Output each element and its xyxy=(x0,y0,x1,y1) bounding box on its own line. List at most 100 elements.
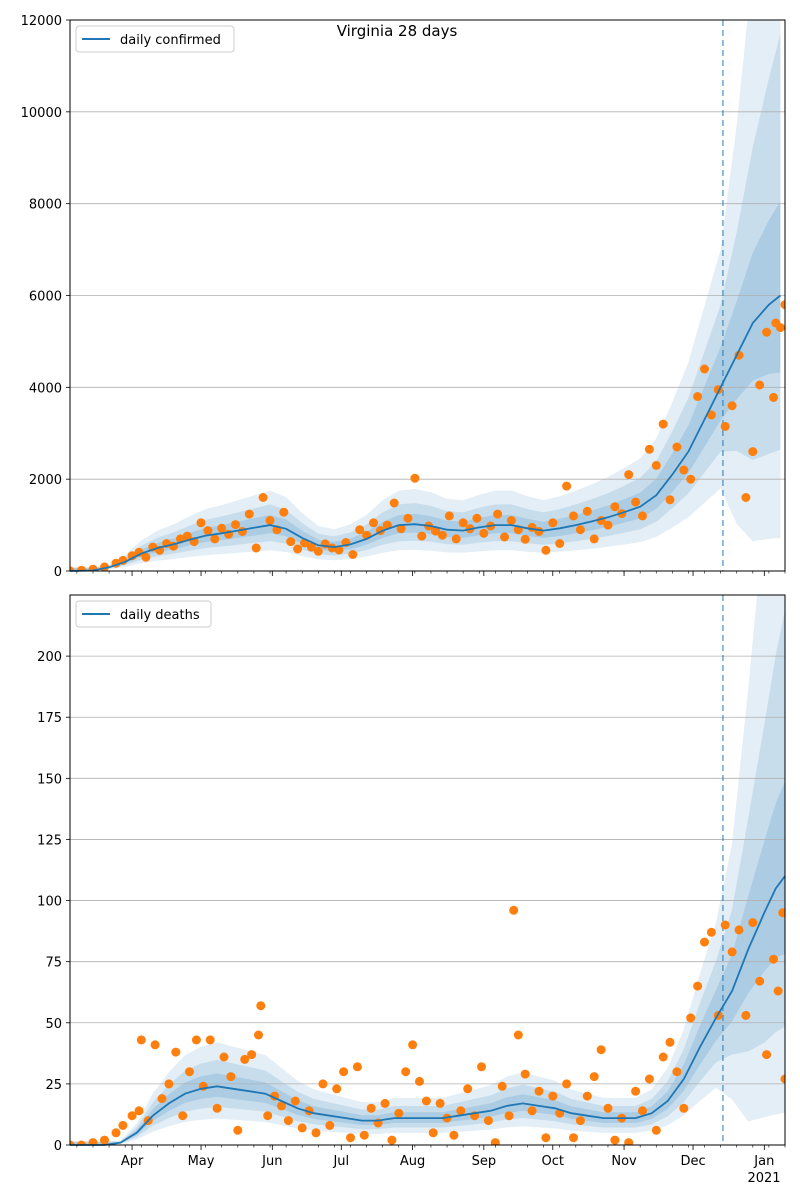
scatter-point xyxy=(665,495,675,505)
scatter-point xyxy=(157,1094,167,1104)
scatter-point xyxy=(339,1067,349,1077)
scatter-point xyxy=(233,1125,243,1135)
scatter-point xyxy=(638,1106,647,1116)
scatter-point xyxy=(624,470,634,480)
confirmed-y-axis: 0 2000 4000 6000 8000 10000 12000 xyxy=(21,14,70,580)
scatter-point xyxy=(672,442,682,452)
scatter-point xyxy=(686,1013,696,1023)
scatter-point xyxy=(769,954,778,964)
scatter-point xyxy=(277,1101,286,1111)
x-tick-label: Apr xyxy=(121,1154,144,1169)
scatter-point xyxy=(706,927,716,937)
deaths-axes-frame xyxy=(69,594,786,1146)
scatter-point xyxy=(672,1067,682,1077)
scatter-point xyxy=(741,1010,751,1020)
scatter-point xyxy=(290,1096,300,1106)
scatter-point xyxy=(401,1067,411,1077)
scatter-point xyxy=(693,392,703,401)
scatter-point xyxy=(748,918,758,928)
y-tick-label: 0 xyxy=(54,565,62,580)
scatter-point xyxy=(263,1111,273,1121)
scatter-point xyxy=(251,543,261,553)
scatter-point xyxy=(610,502,620,512)
scatter-point xyxy=(548,518,558,528)
scatter-point xyxy=(421,1096,431,1106)
scatter-point xyxy=(589,534,599,544)
confirmed-trend-line xyxy=(69,294,781,572)
scatter-point xyxy=(693,981,703,991)
scatter-point xyxy=(247,1050,257,1060)
scatter-point xyxy=(403,513,413,523)
scatter-point xyxy=(780,1074,785,1084)
deaths-panel: 0 25 50 75 100 125 150 175 200 Apr May Jun Jul Aug Se… xyxy=(37,594,786,1186)
scatter-point xyxy=(575,1116,585,1126)
scatter-point xyxy=(700,364,709,374)
scatter-point xyxy=(311,1128,321,1138)
scatter-point xyxy=(479,528,489,538)
scatter-point xyxy=(686,474,696,484)
scatter-point xyxy=(182,531,192,541)
scatter-point xyxy=(394,1108,404,1118)
scatter-point xyxy=(780,300,785,310)
scatter-point xyxy=(589,1072,599,1082)
scatter-point xyxy=(231,520,240,530)
scatter-point xyxy=(256,1001,266,1011)
scatter-point xyxy=(644,1074,654,1084)
y-tick-label: 125 xyxy=(37,833,62,848)
scatter-point xyxy=(196,518,206,528)
scatter-point xyxy=(658,1052,668,1062)
scatter-point xyxy=(520,1069,530,1079)
legend-box xyxy=(75,25,235,53)
scatter-point xyxy=(778,908,785,918)
deaths-scatter xyxy=(70,905,785,1145)
scatter-point xyxy=(118,1120,128,1130)
scatter-point xyxy=(217,523,227,533)
scatter-point xyxy=(171,1047,181,1057)
scatter-point xyxy=(313,546,323,556)
scatter-point xyxy=(706,410,716,420)
scatter-point xyxy=(610,1135,620,1145)
scatter-point xyxy=(389,498,399,508)
scatter-point xyxy=(582,1091,592,1101)
scatter-point xyxy=(548,1091,558,1101)
confirmed-scatter xyxy=(70,300,785,571)
scatter-point xyxy=(431,526,440,536)
scatter-point xyxy=(254,1030,263,1040)
chart-title: Virginia 28 days xyxy=(337,22,458,40)
deaths-x-axis: Apr May Jun Jul Aug Sep Oct Nov Dec Jan xyxy=(76,1145,786,1169)
scatter-point xyxy=(203,526,213,536)
x-tick-label: Oct xyxy=(542,1154,564,1169)
scatter-point xyxy=(164,1079,174,1089)
y-tick-label: 12000 xyxy=(21,14,62,29)
scatter-point xyxy=(244,509,254,519)
scatter-point xyxy=(775,323,785,333)
scatter-point xyxy=(727,947,737,957)
scatter-point xyxy=(720,421,730,431)
scatter-point xyxy=(755,976,765,986)
scatter-point xyxy=(773,986,783,996)
confirmed-x-axis xyxy=(76,571,786,576)
y-tick-label: 10000 xyxy=(21,106,62,121)
scatter-point xyxy=(396,524,406,534)
scatter-point xyxy=(136,1035,146,1045)
scatter-point xyxy=(352,1062,362,1072)
scatter-point xyxy=(111,1128,121,1138)
y-tick-label: 6000 xyxy=(29,290,62,305)
scatter-point xyxy=(734,925,744,935)
scatter-point xyxy=(500,532,509,542)
scatter-point xyxy=(651,1125,661,1135)
scatter-point xyxy=(240,1054,250,1064)
confirmed-panel: 0 2000 4000 6000 8000 10000 12000 Virginia 28 … xyxy=(21,14,786,580)
scatter-point xyxy=(472,513,482,523)
scatter-point xyxy=(727,401,737,411)
scatter-point xyxy=(191,1035,201,1045)
scatter-point xyxy=(638,511,647,521)
scatter-point xyxy=(318,1079,328,1089)
scatter-point xyxy=(477,1062,486,1072)
scatter-point xyxy=(624,1138,634,1145)
scatter-point xyxy=(493,509,503,519)
y-tick-label: 50 xyxy=(45,1017,62,1032)
x-tick-label: Dec xyxy=(680,1154,705,1169)
scatter-point xyxy=(88,1138,98,1145)
